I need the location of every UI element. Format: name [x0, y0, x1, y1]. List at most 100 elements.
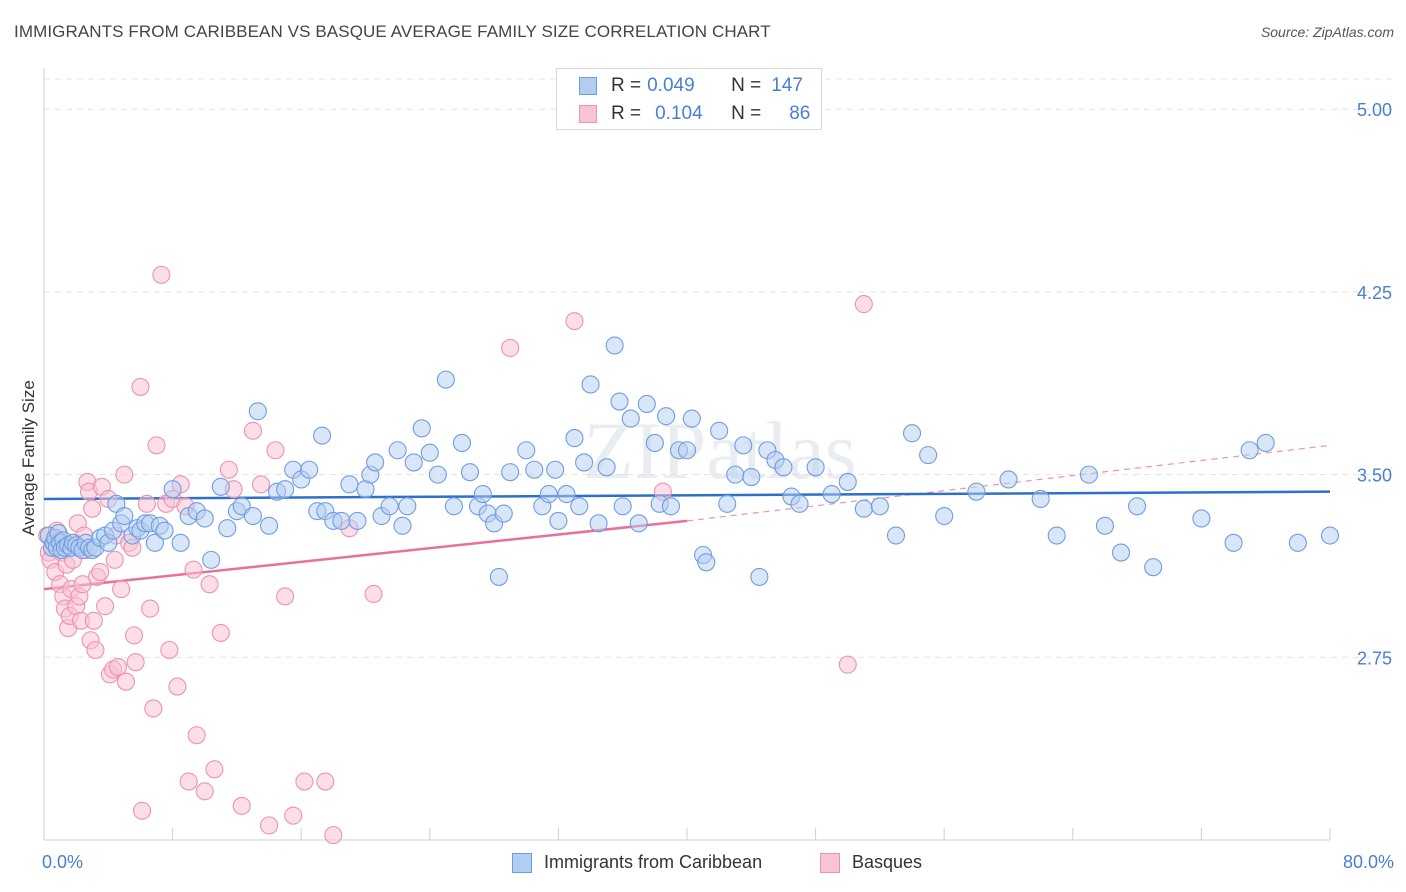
caribbean-point	[313, 426, 332, 445]
basques-point	[838, 655, 857, 674]
caribbean-point	[565, 429, 584, 448]
caribbean-point	[838, 472, 857, 491]
caribbean-point	[195, 509, 214, 528]
caribbean-point	[734, 436, 753, 455]
caribbean-point	[682, 409, 701, 428]
caribbean-point	[1192, 509, 1211, 528]
caribbean-points	[39, 336, 1340, 586]
basques-point	[232, 796, 251, 815]
stats-row-caribbean: R = 0.049 N = 147	[579, 73, 803, 99]
n-value: 147	[771, 75, 803, 96]
caribbean-point	[710, 421, 729, 440]
basques-point	[276, 587, 295, 606]
caribbean-point	[259, 516, 279, 535]
caribbean-point	[1224, 533, 1243, 552]
basques-point	[200, 575, 219, 594]
n-label: N =	[731, 75, 762, 96]
basques-point	[243, 421, 263, 440]
source-credit: Source: ZipAtlas.com	[1260, 24, 1394, 40]
caribbean-point	[163, 480, 182, 499]
caribbean-point	[145, 533, 164, 552]
y-axis-label: Average Family Size	[19, 380, 38, 536]
basques-point	[144, 699, 163, 718]
basques-point	[152, 265, 171, 284]
caribbean-point	[202, 550, 221, 569]
basques-point	[195, 782, 214, 801]
caribbean-point	[557, 485, 576, 504]
y-tick-label: 4.25	[1357, 283, 1392, 303]
caribbean-swatch	[579, 77, 597, 95]
caribbean-point	[629, 514, 648, 533]
basques-point	[83, 499, 102, 518]
legend-label: Basques	[852, 852, 923, 872]
caribbean-point	[822, 485, 841, 504]
caribbean-point	[742, 468, 761, 487]
basques-point	[86, 640, 105, 660]
basques-point	[96, 597, 115, 616]
caribbean-point	[393, 516, 412, 535]
r-value: 0.104	[655, 103, 703, 124]
caribbean-point	[726, 465, 745, 484]
caribbean-point	[657, 407, 676, 426]
caribbean-point	[1031, 489, 1050, 509]
caribbean-point	[613, 497, 632, 516]
caribbean-point	[919, 446, 938, 465]
caribbean-point	[115, 506, 134, 526]
caribbean-point	[886, 526, 906, 545]
basques-point	[364, 584, 383, 604]
legend-item-caribbean[interactable]: Immigrants from Caribbean	[512, 852, 762, 873]
caribbean-point	[661, 497, 680, 516]
basques-point	[295, 772, 314, 791]
caribbean-point	[806, 458, 825, 477]
caribbean-point	[621, 409, 640, 428]
caribbean-point	[677, 441, 697, 460]
caribbean-point	[489, 567, 508, 586]
caribbean-point	[549, 511, 568, 530]
basques-point	[160, 640, 179, 660]
caribbean-point	[854, 499, 873, 518]
y-tick-label: 5.00	[1357, 100, 1392, 120]
caribbean-swatch	[512, 852, 532, 873]
caribbean-point	[1111, 543, 1131, 562]
caribbean-point	[517, 441, 536, 460]
caribbean-point	[155, 521, 174, 540]
caribbean-point	[211, 477, 230, 496]
basques-point	[219, 460, 238, 479]
basques-points	[38, 265, 873, 845]
basques-point	[266, 441, 285, 460]
caribbean-point	[473, 485, 492, 504]
basques-point	[179, 772, 198, 791]
y-tick-label: 3.50	[1357, 466, 1392, 486]
basques-point	[116, 672, 136, 691]
basques-point	[501, 338, 520, 357]
basques-point	[205, 760, 224, 779]
caribbean-point	[589, 514, 608, 533]
caribbean-point	[774, 458, 793, 477]
caribbean-trendline	[43, 490, 1331, 501]
caribbean-point	[332, 511, 351, 530]
legend-item-basques[interactable]: Basques	[820, 852, 922, 873]
caribbean-point	[575, 453, 594, 472]
basques-point	[284, 806, 303, 825]
r-label: R =	[611, 103, 642, 124]
x-tick-label: 80.0%	[1343, 852, 1394, 872]
caribbean-point	[348, 511, 367, 530]
caribbean-point	[967, 482, 986, 501]
caribbean-point	[276, 480, 295, 499]
basques-point	[133, 801, 152, 820]
caribbean-point	[525, 460, 544, 479]
stats-legend: R = 0.049 N = 147 R = 0.104 N = 86	[556, 68, 822, 130]
caribbean-point	[300, 460, 319, 479]
r-label: R =	[611, 75, 642, 96]
basques-point	[137, 494, 156, 513]
caribbean-point	[902, 424, 922, 443]
caribbean-point	[637, 394, 656, 414]
x-tick-label: 0.0%	[42, 852, 83, 872]
caribbean-point	[436, 370, 455, 389]
caribbean-point	[460, 463, 480, 482]
axes	[43, 68, 1331, 841]
basques-point	[108, 658, 127, 677]
caribbean-point	[1144, 558, 1163, 577]
basques-point	[124, 626, 144, 645]
caribbean-point	[398, 497, 417, 516]
